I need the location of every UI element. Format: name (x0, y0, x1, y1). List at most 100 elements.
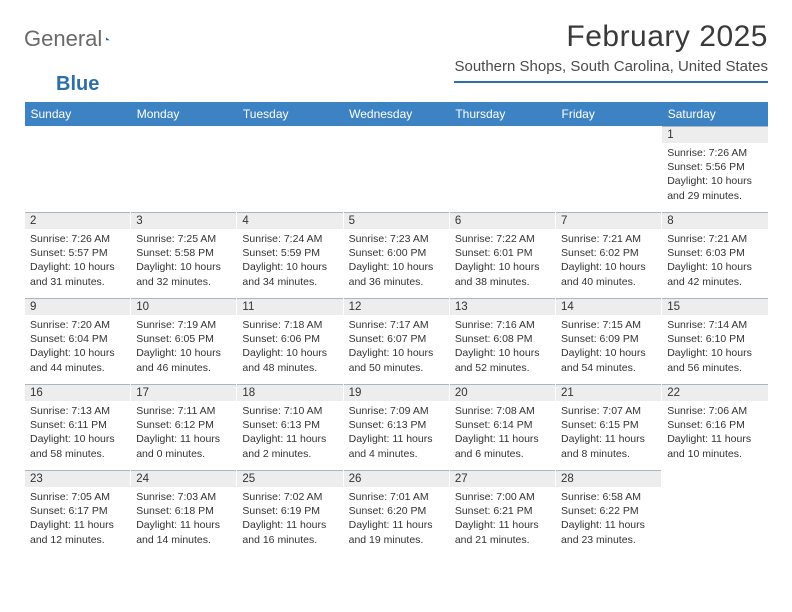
weekday-row: SundayMondayTuesdayWednesdayThursdayFrid… (25, 102, 769, 126)
day-body: Sunrise: 6:58 AMSunset: 6:22 PMDaylight:… (556, 487, 661, 549)
sunset-line: Sunset: 6:14 PM (455, 418, 550, 432)
sunset-line: Sunset: 6:06 PM (242, 332, 337, 346)
sunset-line: Sunset: 5:58 PM (136, 246, 231, 260)
day-body: Sunrise: 7:09 AMSunset: 6:13 PMDaylight:… (344, 401, 449, 463)
day-body: Sunrise: 7:21 AMSunset: 6:02 PMDaylight:… (556, 229, 661, 291)
daylight-line: Daylight: 11 hours and 10 minutes. (667, 432, 763, 460)
sunset-line: Sunset: 6:21 PM (455, 504, 550, 518)
calendar-cell: 25Sunrise: 7:02 AMSunset: 6:19 PMDayligh… (237, 470, 343, 556)
day-body: Sunrise: 7:23 AMSunset: 6:00 PMDaylight:… (344, 229, 449, 291)
day-number: 12 (344, 298, 449, 315)
calendar-row: 2Sunrise: 7:26 AMSunset: 5:57 PMDaylight… (25, 212, 769, 298)
sunrise-line: Sunrise: 6:58 AM (561, 490, 656, 504)
day-number: 21 (556, 384, 661, 401)
day-number: 3 (131, 212, 236, 229)
calendar-cell: 14Sunrise: 7:15 AMSunset: 6:09 PMDayligh… (556, 298, 662, 384)
sunset-line: Sunset: 6:12 PM (136, 418, 231, 432)
day-body: Sunrise: 7:21 AMSunset: 6:03 PMDaylight:… (662, 229, 768, 291)
sunrise-line: Sunrise: 7:21 AM (667, 232, 763, 246)
sunrise-line: Sunrise: 7:15 AM (561, 318, 656, 332)
calendar-cell (25, 126, 131, 212)
day-number: 20 (450, 384, 555, 401)
calendar-row: 23Sunrise: 7:05 AMSunset: 6:17 PMDayligh… (25, 470, 769, 556)
calendar-cell: 10Sunrise: 7:19 AMSunset: 6:05 PMDayligh… (131, 298, 237, 384)
calendar-cell (131, 126, 237, 212)
daylight-line: Daylight: 11 hours and 19 minutes. (349, 518, 444, 546)
calendar-head: SundayMondayTuesdayWednesdayThursdayFrid… (25, 102, 769, 126)
sunrise-line: Sunrise: 7:03 AM (136, 490, 231, 504)
day-number: 19 (344, 384, 449, 401)
sunset-line: Sunset: 6:01 PM (455, 246, 550, 260)
day-number: 11 (237, 298, 342, 315)
day-body: Sunrise: 7:19 AMSunset: 6:05 PMDaylight:… (131, 315, 236, 377)
sunset-line: Sunset: 6:02 PM (561, 246, 656, 260)
day-number: 16 (25, 384, 130, 401)
day-number: 15 (662, 298, 768, 315)
calendar-cell: 15Sunrise: 7:14 AMSunset: 6:10 PMDayligh… (662, 298, 768, 384)
day-body: Sunrise: 7:07 AMSunset: 6:15 PMDaylight:… (556, 401, 661, 463)
brand-blue: Blue (56, 73, 99, 96)
sunrise-line: Sunrise: 7:19 AM (136, 318, 231, 332)
calendar-cell: 18Sunrise: 7:10 AMSunset: 6:13 PMDayligh… (237, 384, 343, 470)
sunset-line: Sunset: 6:17 PM (30, 504, 125, 518)
sunrise-line: Sunrise: 7:14 AM (667, 318, 763, 332)
sunrise-line: Sunrise: 7:26 AM (30, 232, 125, 246)
daylight-line: Daylight: 11 hours and 23 minutes. (561, 518, 656, 546)
day-number: 13 (450, 298, 555, 315)
calendar-cell: 2Sunrise: 7:26 AMSunset: 5:57 PMDaylight… (25, 212, 131, 298)
daylight-line: Daylight: 11 hours and 2 minutes. (242, 432, 337, 460)
sunset-line: Sunset: 6:09 PM (561, 332, 656, 346)
day-body: Sunrise: 7:26 AMSunset: 5:56 PMDaylight:… (662, 143, 768, 205)
calendar-body: 1Sunrise: 7:26 AMSunset: 5:56 PMDaylight… (25, 126, 769, 556)
sunrise-line: Sunrise: 7:06 AM (667, 404, 763, 418)
day-number: 1 (662, 126, 768, 143)
daylight-line: Daylight: 10 hours and 48 minutes. (242, 346, 337, 374)
calendar-cell: 27Sunrise: 7:00 AMSunset: 6:21 PMDayligh… (449, 470, 555, 556)
daylight-line: Daylight: 10 hours and 52 minutes. (455, 346, 550, 374)
day-body: Sunrise: 7:05 AMSunset: 6:17 PMDaylight:… (25, 487, 130, 549)
day-number: 22 (662, 384, 768, 401)
day-number: 27 (450, 470, 555, 487)
calendar-cell (343, 126, 449, 212)
daylight-line: Daylight: 10 hours and 29 minutes. (667, 174, 763, 202)
calendar-cell (449, 126, 555, 212)
sunset-line: Sunset: 6:15 PM (561, 418, 656, 432)
brand-logo: General (24, 20, 130, 52)
calendar-cell: 4Sunrise: 7:24 AMSunset: 5:59 PMDaylight… (237, 212, 343, 298)
daylight-line: Daylight: 11 hours and 21 minutes. (455, 518, 550, 546)
sunset-line: Sunset: 6:10 PM (667, 332, 763, 346)
day-number: 5 (344, 212, 449, 229)
day-body: Sunrise: 7:02 AMSunset: 6:19 PMDaylight:… (237, 487, 342, 549)
sunrise-line: Sunrise: 7:08 AM (455, 404, 550, 418)
sunrise-line: Sunrise: 7:24 AM (242, 232, 337, 246)
calendar-cell: 1Sunrise: 7:26 AMSunset: 5:56 PMDaylight… (662, 126, 768, 212)
calendar-cell: 7Sunrise: 7:21 AMSunset: 6:02 PMDaylight… (556, 212, 662, 298)
calendar-cell (662, 470, 768, 556)
sunrise-line: Sunrise: 7:25 AM (136, 232, 231, 246)
sunrise-line: Sunrise: 7:02 AM (242, 490, 337, 504)
day-body: Sunrise: 7:13 AMSunset: 6:11 PMDaylight:… (25, 401, 130, 463)
day-number: 26 (344, 470, 449, 487)
day-number: 8 (662, 212, 768, 229)
day-number: 18 (237, 384, 342, 401)
calendar-cell (556, 126, 662, 212)
day-number: 17 (131, 384, 236, 401)
daylight-line: Daylight: 10 hours and 34 minutes. (242, 260, 337, 288)
calendar-cell: 12Sunrise: 7:17 AMSunset: 6:07 PMDayligh… (343, 298, 449, 384)
sunset-line: Sunset: 6:20 PM (349, 504, 444, 518)
day-body: Sunrise: 7:08 AMSunset: 6:14 PMDaylight:… (450, 401, 555, 463)
day-number: 6 (450, 212, 555, 229)
daylight-line: Daylight: 10 hours and 54 minutes. (561, 346, 656, 374)
calendar-cell: 21Sunrise: 7:07 AMSunset: 6:15 PMDayligh… (556, 384, 662, 470)
sunrise-line: Sunrise: 7:21 AM (561, 232, 656, 246)
daylight-line: Daylight: 11 hours and 6 minutes. (455, 432, 550, 460)
calendar-cell: 16Sunrise: 7:13 AMSunset: 6:11 PMDayligh… (25, 384, 131, 470)
calendar-cell: 11Sunrise: 7:18 AMSunset: 6:06 PMDayligh… (237, 298, 343, 384)
day-body: Sunrise: 7:10 AMSunset: 6:13 PMDaylight:… (237, 401, 342, 463)
location: Southern Shops, South Carolina, United S… (454, 58, 768, 83)
calendar-table: SundayMondayTuesdayWednesdayThursdayFrid… (24, 102, 768, 556)
daylight-line: Daylight: 10 hours and 46 minutes. (136, 346, 231, 374)
sunrise-line: Sunrise: 7:20 AM (30, 318, 125, 332)
day-number: 4 (237, 212, 342, 229)
sunrise-line: Sunrise: 7:17 AM (349, 318, 444, 332)
